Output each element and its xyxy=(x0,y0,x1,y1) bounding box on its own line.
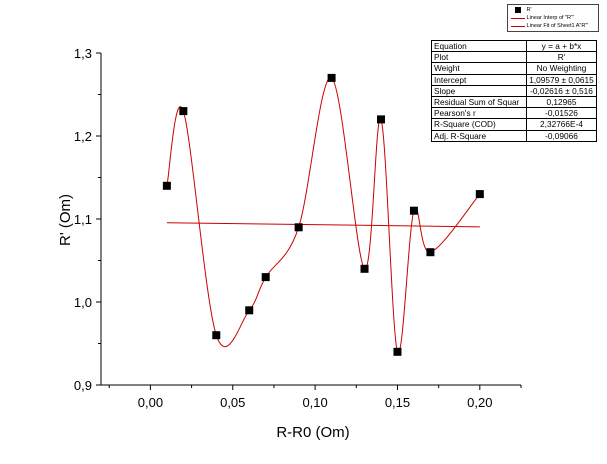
data-point xyxy=(294,223,303,232)
legend-item-points: R' xyxy=(511,6,532,14)
stats-value: -0,01526 xyxy=(526,107,597,120)
data-point xyxy=(409,206,418,215)
x-tick-label: 0,15 xyxy=(385,395,410,410)
x-tick-label: 0,20 xyxy=(467,395,492,410)
stats-key: Plot xyxy=(431,51,527,64)
stats-key: Pearson's r xyxy=(431,107,527,120)
stats-row: Weight No Weighting xyxy=(431,62,597,75)
stats-key: Equation xyxy=(431,39,527,53)
y-tick-label: 0,9 xyxy=(74,378,92,393)
stats-key: Intercept xyxy=(431,73,527,86)
x-tick-label: 0,05 xyxy=(220,395,245,410)
x-tick-label: 0,10 xyxy=(302,395,327,410)
interp-curve xyxy=(166,77,481,354)
square-marker-icon xyxy=(511,6,525,14)
interp-line-layer xyxy=(166,77,481,354)
stats-key: Residual Sum of Squar xyxy=(431,95,527,109)
data-point xyxy=(393,347,402,356)
axes: 0,00 0,05 0,10 0,15 0,20 0,9 1,0 1,1 1,2 1,3 xyxy=(74,46,522,410)
data-point xyxy=(377,115,385,124)
data-point xyxy=(245,306,254,315)
data-point xyxy=(475,190,484,199)
stats-key: Slope xyxy=(431,84,527,97)
y-axis-title: R' (Om) xyxy=(57,194,74,246)
y-tick-label: 1,0 xyxy=(74,295,92,310)
data-point xyxy=(327,73,336,82)
legend-label: Linear Fit of Sheet1 A"R'" xyxy=(526,23,589,29)
stats-key: Adj. R-Square xyxy=(431,129,527,142)
legend-item-fit: Linear Fit of Sheet1 A"R'" xyxy=(511,22,588,30)
data-point xyxy=(360,264,369,273)
stats-value: y = a + b*x xyxy=(526,39,597,53)
stats-row: Equation y = a + b*x xyxy=(431,39,597,53)
y-tick-label: 1,2 xyxy=(74,129,92,144)
marker-layer xyxy=(162,73,484,356)
stats-row: Pearson's r -0,01526 xyxy=(431,107,597,120)
data-point xyxy=(179,107,188,116)
stats-row: Adj. R-Square -0,09066 xyxy=(431,129,597,142)
stats-value: 1,09579 ± 0,0615 xyxy=(526,73,597,86)
legend-label: Linear Interp of "R'" xyxy=(526,15,574,21)
y-tick-label: 1,1 xyxy=(74,212,92,227)
legend-label: R' xyxy=(526,7,532,13)
stats-value: 0,12965 xyxy=(526,95,597,109)
data-point xyxy=(426,248,435,257)
red-line-icon xyxy=(511,22,525,30)
legend-item-interp: Linear Interp of "R'" xyxy=(511,14,574,22)
stats-key: R-Square (COD) xyxy=(431,118,527,131)
stats-value: -0,02616 ± 0,516 xyxy=(526,84,597,97)
linear-fit-line xyxy=(166,222,480,228)
fit-stats-table: Equation y = a + b*x Plot R' Weight No Weight… xyxy=(431,39,597,142)
stats-value: -0,09066 xyxy=(526,129,597,142)
data-point xyxy=(162,181,171,190)
stats-value: No Weighting xyxy=(526,62,597,75)
stats-row: Slope -0,02616 ± 0,516 xyxy=(431,84,597,97)
y-tick-label: 1,3 xyxy=(74,46,92,61)
x-tick-label: 0,00 xyxy=(138,395,163,410)
red-line-icon xyxy=(511,14,525,22)
stats-value: R' xyxy=(526,51,597,64)
stats-key: Weight xyxy=(431,62,527,75)
stats-row: Plot R' xyxy=(431,51,597,64)
stats-row: R-Square (COD) 2,32766E-4 xyxy=(431,118,597,131)
fit-line-layer xyxy=(166,222,480,228)
legend: R' Linear Interp of "R'" Linear Fit of S… xyxy=(507,4,599,32)
data-point xyxy=(212,331,221,340)
stats-row: Intercept 1,09579 ± 0,0615 xyxy=(431,73,597,86)
data-point xyxy=(261,273,270,282)
stats-value: 2,32766E-4 xyxy=(526,118,597,131)
stats-row: Residual Sum of Squar 0,12965 xyxy=(431,95,597,109)
x-axis-title: R-R0 (Om) xyxy=(276,424,349,441)
